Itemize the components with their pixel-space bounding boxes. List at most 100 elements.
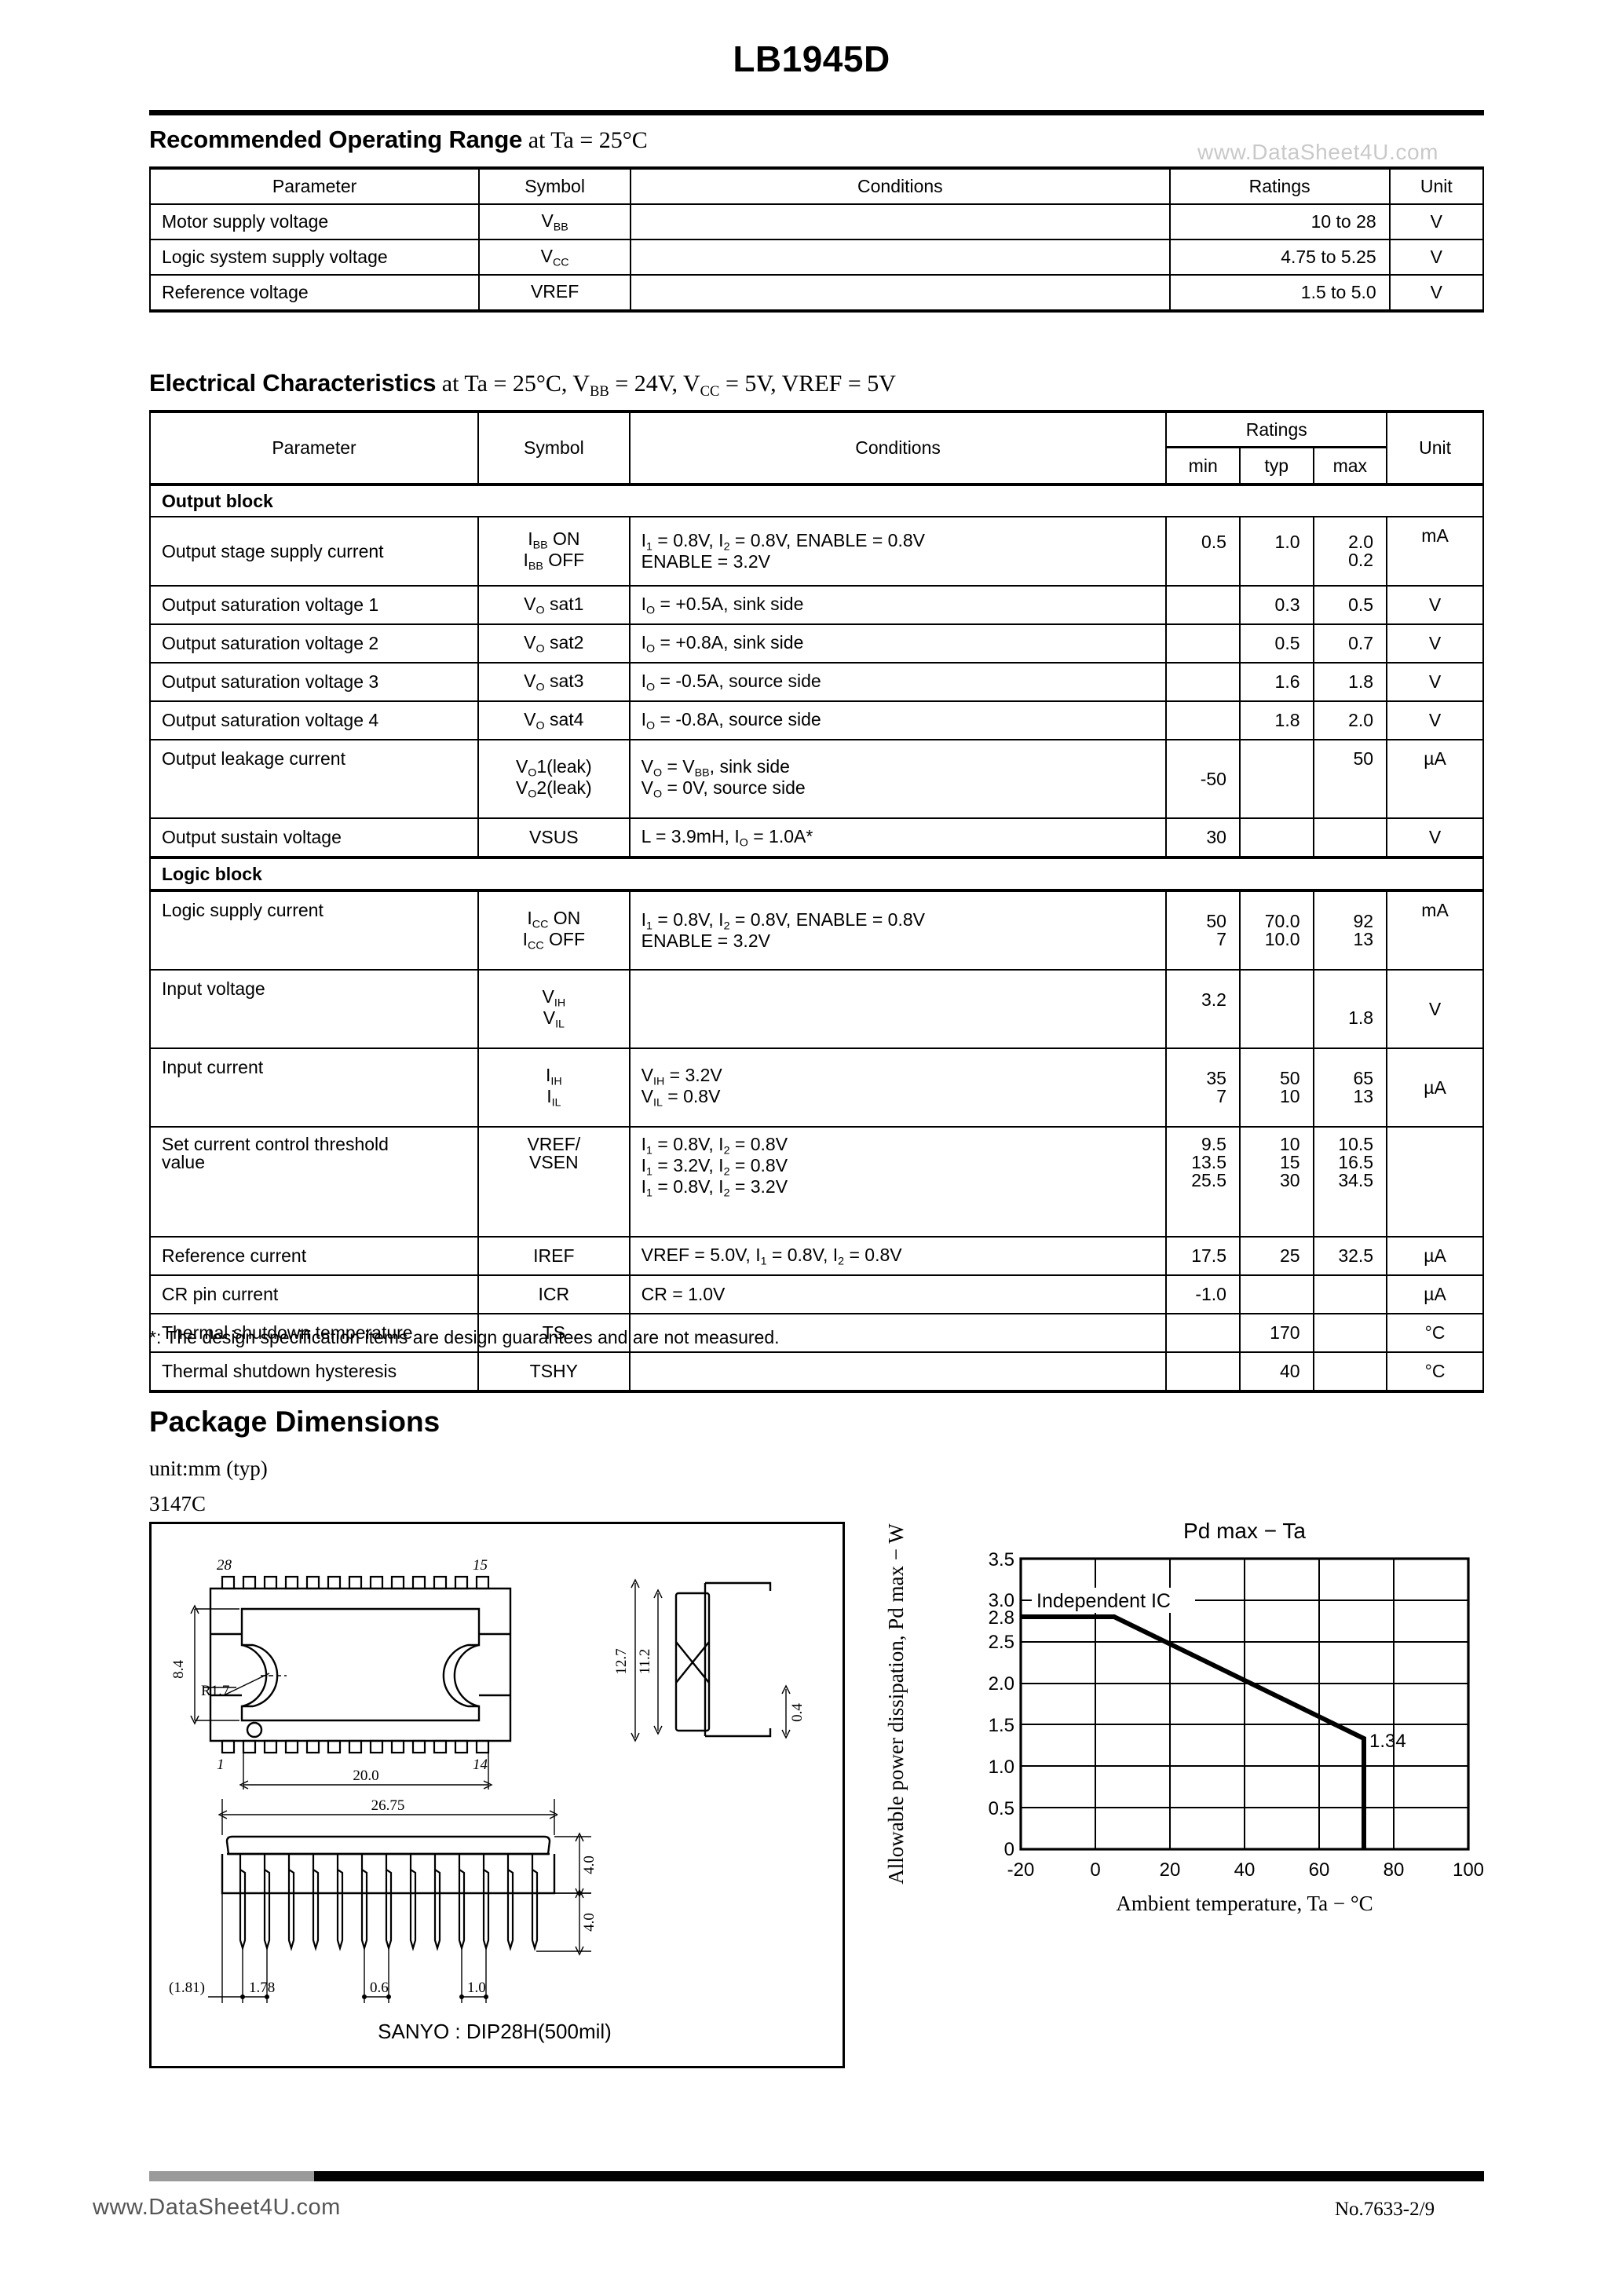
bottom-pins bbox=[221, 1739, 490, 1754]
col-parameter: Parameter bbox=[148, 166, 481, 205]
recommended-operating-range-heading: Recommended Operating Range at Ta = 25°C bbox=[149, 126, 648, 154]
cell-conditions bbox=[628, 1351, 1168, 1393]
chart-annotation-independent-ic: Independent IC bbox=[1036, 1590, 1171, 1612]
table-header-row-sub: min typ max bbox=[150, 446, 1483, 485]
cell-conditions bbox=[630, 239, 1171, 276]
cell-symbol: VO sat3 bbox=[477, 662, 631, 702]
cell-min: 30 bbox=[1165, 817, 1241, 859]
cell-symbol: VO sat4 bbox=[477, 700, 631, 740]
cell-parameter: Thermal shutdown temperature bbox=[148, 1313, 480, 1353]
cell-max: 32.5 bbox=[1312, 1236, 1388, 1276]
table-row: CR pin current ICR CR = 1.0V -1.0 µA bbox=[148, 1274, 1484, 1314]
cell-unit: V bbox=[1388, 239, 1485, 276]
table-row: Thermal shutdown hysteresis TSHY 40 °C bbox=[148, 1351, 1484, 1393]
block-header-logic: Logic block bbox=[149, 857, 1484, 892]
table-row: Reference current IREF VREF = 5.0V, I1 =… bbox=[148, 1236, 1484, 1276]
cell-min: -50 bbox=[1165, 739, 1241, 819]
cell-unit: V bbox=[1386, 700, 1484, 740]
table-row: Thermal shutdown temperature TS 170 °C bbox=[148, 1313, 1484, 1353]
col-symbol: Symbol bbox=[477, 410, 631, 485]
col-parameter: Parameter bbox=[148, 410, 480, 485]
cell-min bbox=[1165, 1351, 1241, 1393]
label-26-75: 26.75 bbox=[371, 1797, 405, 1814]
cell-conditions: IO = -0.5A, source side bbox=[628, 662, 1168, 702]
cell-min bbox=[1165, 700, 1241, 740]
cell-typ: 70.0 10.0 bbox=[1238, 890, 1314, 971]
label-1-0: 1.0 bbox=[467, 1980, 486, 1996]
cell-typ: 25 bbox=[1238, 1236, 1314, 1276]
ytick-1-0: 1.0 bbox=[989, 1757, 1014, 1778]
footnote: *: The design specification items are de… bbox=[149, 1327, 780, 1347]
package-caption: SANYO : DIP28H(500mil) bbox=[378, 2020, 612, 2043]
col-unit: Unit bbox=[1386, 410, 1484, 485]
cell-ratings: 4.75 to 5.25 bbox=[1168, 239, 1391, 276]
table-row: Input voltage VIH VIL 3.2 1.8 V bbox=[148, 969, 1484, 1049]
cell-conditions: IO = +0.8A, sink side bbox=[628, 623, 1168, 664]
ror-heading-bold: Recommended Operating Range bbox=[149, 126, 523, 153]
recommended-operating-range-table: Parameter Symbol Conditions Ratings Unit… bbox=[148, 166, 1485, 313]
col-ratings: Ratings bbox=[1165, 410, 1388, 448]
label-1-78: 1.78 bbox=[249, 1980, 275, 1996]
cell-symbol: VBB bbox=[478, 203, 632, 240]
cell-unit: mA bbox=[1386, 890, 1484, 971]
footer-page-number: No.7633-2/9 bbox=[1335, 2199, 1435, 2220]
cell-max: 65 13 bbox=[1312, 1047, 1388, 1128]
cell-parameter: Output stage supply current bbox=[148, 516, 480, 587]
cell-unit bbox=[1386, 1126, 1484, 1238]
table-row: Input current IIH IIL VIH = 3.2V VIL = 0… bbox=[148, 1047, 1484, 1128]
cell-conditions: VO = VBB, sink side VO = 0V, source side bbox=[628, 739, 1168, 819]
label-8-4: 8.4 bbox=[170, 1660, 187, 1679]
footer-watermark: www.DataSheet4U.com bbox=[93, 2195, 341, 2220]
cell-unit: mA bbox=[1386, 516, 1484, 587]
package-drawing-box: 28 15 1 14 8.4 R1.7 20.0 12.7 11.2 0.4 2… bbox=[149, 1522, 845, 2068]
label-1-81: (1.81) bbox=[169, 1980, 205, 1996]
ytick-2-0: 2.0 bbox=[989, 1673, 1014, 1695]
cell-max: 2.0 bbox=[1312, 700, 1388, 740]
cell-typ: 40 bbox=[1238, 1351, 1314, 1393]
cell-min: -1.0 bbox=[1165, 1274, 1241, 1314]
cell-conditions: I1 = 0.8V, I2 = 0.8V, ENABLE = 0.8V ENAB… bbox=[628, 516, 1168, 587]
pd-max-chart-svg: Pd max − Ta bbox=[884, 1519, 1484, 1915]
cell-parameter: Thermal shutdown hysteresis bbox=[148, 1351, 480, 1393]
cell-min bbox=[1165, 623, 1241, 664]
cell-min: 17.5 bbox=[1165, 1236, 1241, 1276]
cell-conditions: IO = -0.8A, source side bbox=[628, 700, 1168, 740]
cell-min bbox=[1165, 662, 1241, 702]
cell-conditions bbox=[628, 1313, 1168, 1353]
table-row: Logic system supply voltage VCC 4.75 to … bbox=[148, 239, 1485, 276]
cell-unit: V bbox=[1386, 969, 1484, 1049]
watermark-top: www.DataSheet4U.com bbox=[1197, 140, 1439, 164]
label-0-6: 0.6 bbox=[370, 1980, 389, 1996]
table-row: Motor supply voltage VBB 10 to 28 V bbox=[148, 203, 1485, 240]
ror-heading-condition: at Ta = 25°C bbox=[528, 127, 648, 153]
cell-parameter: Input voltage bbox=[148, 969, 480, 1049]
cell-typ: 50 10 bbox=[1238, 1047, 1314, 1128]
cell-conditions: L = 3.9mH, IO = 1.0A* bbox=[628, 817, 1168, 859]
cell-symbol: TSHY bbox=[477, 1351, 631, 1393]
cell-typ: 1.6 bbox=[1238, 662, 1314, 702]
col-min: min bbox=[1165, 446, 1241, 485]
cell-ratings: 10 to 28 bbox=[1168, 203, 1391, 240]
header-rule bbox=[149, 110, 1484, 115]
cell-typ bbox=[1238, 969, 1314, 1049]
xtick-0: 0 bbox=[1090, 1859, 1100, 1881]
cell-parameter: Input current bbox=[148, 1047, 480, 1128]
label-0-4: 0.4 bbox=[789, 1703, 806, 1722]
cell-symbol: VO sat2 bbox=[477, 623, 631, 664]
label-11-2: 11.2 bbox=[637, 1649, 653, 1675]
table-row: Set current control threshold value VREF… bbox=[148, 1126, 1484, 1238]
cell-parameter: Set current control threshold value bbox=[148, 1126, 480, 1238]
cell-unit: µA bbox=[1386, 1047, 1484, 1128]
cell-min bbox=[1165, 1313, 1241, 1353]
cell-conditions: VREF = 5.0V, I1 = 0.8V, I2 = 0.8V bbox=[628, 1236, 1168, 1276]
cell-typ: 0.5 bbox=[1238, 623, 1314, 664]
block-label: Logic block bbox=[149, 857, 1484, 892]
cell-symbol: IIH IIL bbox=[477, 1047, 631, 1128]
block-header-output: Output block bbox=[149, 483, 1484, 517]
cell-typ bbox=[1238, 739, 1314, 819]
cell-conditions bbox=[630, 203, 1171, 240]
ytick-0-5: 0.5 bbox=[989, 1798, 1014, 1819]
cell-parameter: Output saturation voltage 2 bbox=[148, 623, 480, 664]
cell-symbol: IREF bbox=[477, 1236, 631, 1276]
